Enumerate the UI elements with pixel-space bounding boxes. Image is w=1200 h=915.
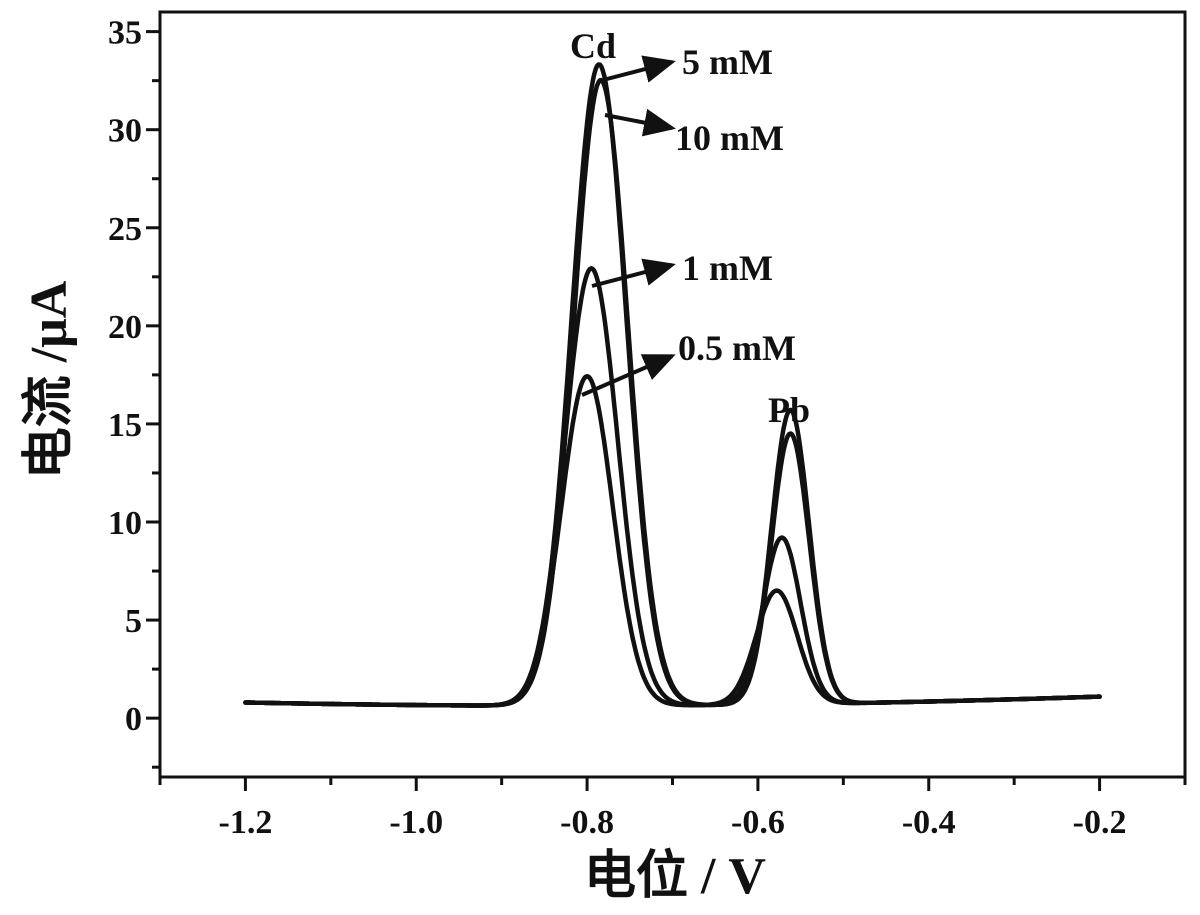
y-tick-label: 30 — [108, 113, 142, 150]
x-tick-label: -0.6 — [731, 804, 785, 841]
voltammogram-series-2 — [245, 268, 1099, 705]
y-tick-label: 35 — [108, 15, 142, 52]
cd-peak-label: Cd — [570, 26, 616, 66]
y-tick-label: 25 — [108, 211, 142, 248]
x-tick-label: -1.0 — [389, 804, 443, 841]
label-1mm: 1 mM — [682, 248, 773, 288]
y-tick-label: 20 — [108, 309, 142, 346]
label-10mm: 10 mM — [675, 118, 784, 158]
x-axis-title: 电位 / V — [584, 847, 766, 905]
y-tick-label: 0 — [125, 701, 142, 738]
label-5mm: 5 mM — [682, 42, 773, 82]
arrow-1mm — [592, 265, 672, 286]
voltammogram-series-1 — [245, 376, 1099, 705]
y-tick-label: 5 — [125, 603, 142, 640]
y-axis-title: 电流 /μA — [20, 280, 78, 479]
voltammogram-series-3 — [245, 65, 1099, 706]
arrow-10mm — [605, 115, 672, 128]
arrow-05mm — [582, 356, 672, 395]
voltammogram-series-4 — [245, 80, 1099, 705]
x-tick-label: -1.2 — [219, 804, 273, 841]
plot-frame — [160, 12, 1185, 777]
x-tick-label: -0.4 — [902, 804, 956, 841]
x-tick-label: -0.2 — [1073, 804, 1127, 841]
pb-peak-label: Pb — [768, 390, 810, 430]
x-tick-label: -0.8 — [560, 804, 614, 841]
y-tick-label: 10 — [108, 505, 142, 542]
y-tick-label: 15 — [108, 407, 142, 444]
label-05mm: 0.5 mM — [678, 328, 796, 368]
curves — [245, 65, 1099, 706]
